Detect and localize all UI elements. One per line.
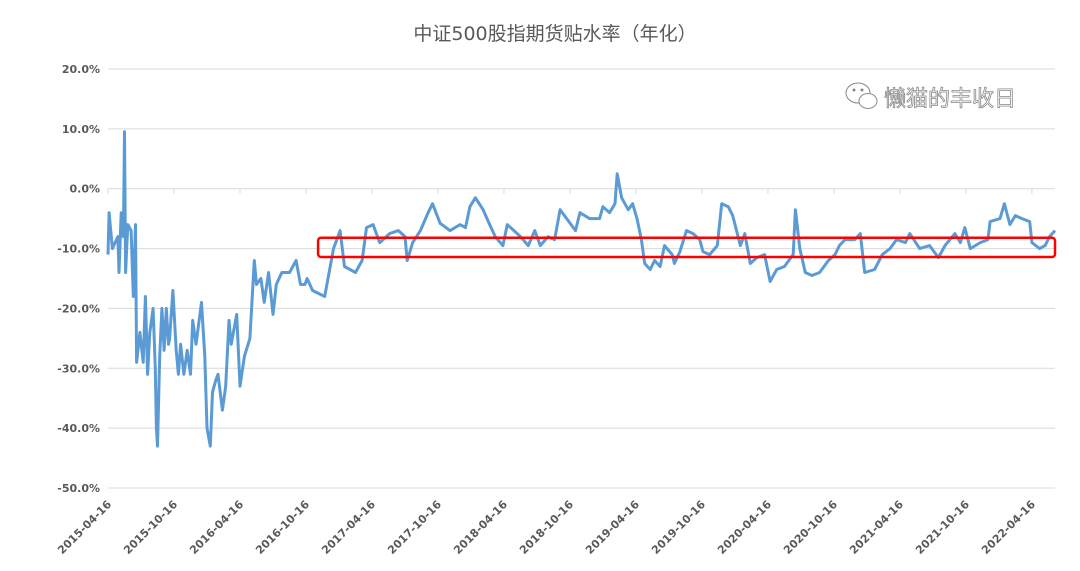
x-tick-label: 2021-04-16: [847, 498, 906, 557]
y-tick-label: -30.0%: [57, 362, 100, 375]
y-tick-label: -10.0%: [57, 243, 100, 256]
x-axis: 2015-04-16 2015-10-16 2016-04-16 2016-10-16…: [55, 188, 1038, 557]
x-tick-label: 2017-04-16: [319, 498, 378, 557]
x-tick-label: 2022-04-16: [979, 498, 1038, 557]
x-tick-label: 2015-10-16: [121, 498, 180, 557]
y-tick-label: 0.0%: [69, 183, 100, 196]
x-tick-label: 2019-04-16: [583, 498, 642, 557]
x-tick-label: 2016-04-16: [187, 498, 246, 557]
series-layer: [106, 130, 1057, 448]
x-tick-label: 2016-10-16: [253, 498, 312, 557]
y-tick-label: -20.0%: [57, 302, 100, 315]
x-tick-label: 2020-10-16: [781, 498, 840, 557]
x-tick-label: 2018-10-16: [517, 498, 576, 557]
highlight-box: [316, 236, 1057, 259]
x-tick-label: 2015-04-16: [55, 498, 114, 557]
annotation-layer: [316, 236, 1057, 259]
y-tick-label: 20.0%: [62, 63, 100, 76]
gridlines: [108, 68, 1055, 489]
y-tick-label: -50.0%: [57, 482, 100, 495]
chart-title: 中证500股指期货贴水率（年化）: [413, 23, 696, 45]
x-tick-label: 2019-10-16: [649, 498, 708, 557]
data-line: [106, 130, 1057, 448]
x-tick-label: 2021-10-16: [913, 498, 972, 557]
x-tick-label: 2018-04-16: [451, 498, 510, 557]
y-tick-label: -40.0%: [57, 422, 100, 435]
x-tick-label: 2017-10-16: [385, 498, 444, 557]
watermark-text: 懒猫的丰收日: [884, 87, 1016, 112]
y-tick-label: 10.0%: [62, 123, 100, 136]
watermark: 懒猫的丰收日: [845, 82, 1016, 112]
x-tick-label: 2020-04-16: [715, 498, 774, 557]
wechat-icon: [845, 82, 878, 109]
y-axis: 20.0% 10.0% 0.0% -10.0% -20.0% -30.0% -40.0% -5…: [57, 63, 100, 495]
